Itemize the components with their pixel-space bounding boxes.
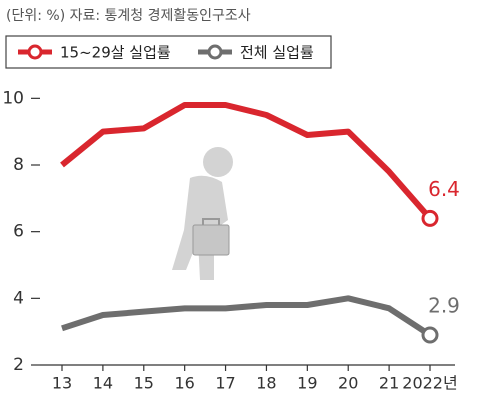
end-marker (421, 326, 439, 344)
series-line (61, 295, 432, 338)
y-tick-label: 8 (13, 155, 24, 175)
legend-swatch-marker (27, 44, 43, 60)
source: (단위: %) 자료: 통계청 경제활동인구조사 (6, 8, 251, 24)
legend-box (5, 35, 332, 69)
x-tick-label: 2022년 (402, 374, 457, 393)
data-label: 2.9 (428, 294, 460, 318)
x-tick-label: 15 (134, 374, 154, 393)
x-tick-label: 14 (93, 374, 113, 393)
y-tick-label: 6 (13, 222, 24, 242)
x-tick-label: 18 (256, 374, 276, 393)
x-tick-label: 21 (379, 374, 399, 393)
person-icon (172, 147, 233, 280)
end-marker (421, 209, 439, 227)
x-tick-label: 16 (174, 374, 194, 393)
legend-label: 전체 실업률 (240, 44, 314, 62)
y-tick-label: 10 (2, 88, 24, 108)
x-tick-label: 20 (338, 374, 358, 393)
series-line (60, 102, 433, 221)
x-tick-label: 17 (215, 374, 235, 393)
legend-label: 15~29살 실업률 (60, 44, 171, 62)
legend-swatch-marker (207, 44, 223, 60)
y-tick-label: 2 (13, 355, 24, 375)
x-tick-label: 13 (52, 374, 72, 393)
data-label: 6.4 (428, 177, 460, 201)
x-tick-label: 19 (297, 374, 317, 393)
y-tick-label: 4 (13, 288, 24, 308)
